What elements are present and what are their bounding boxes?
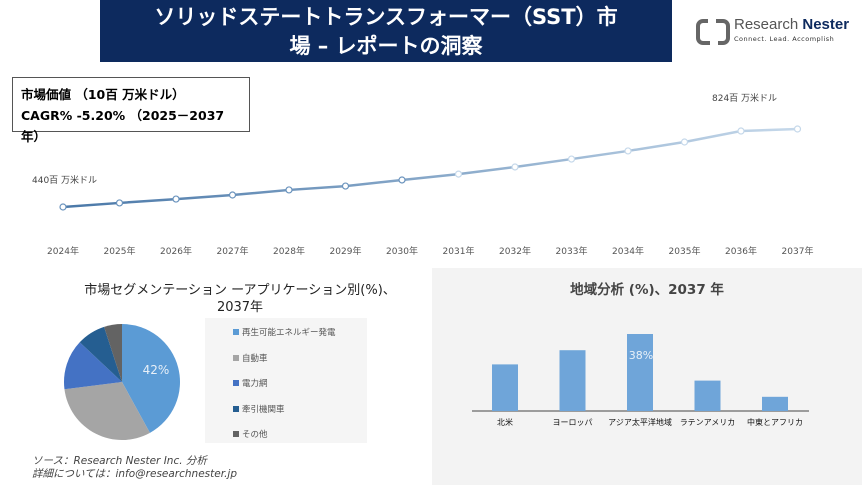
bar-chart: 北米 ヨーロッパ アジア太平洋地域 ラテンアメリカ 中東とアフリカ 38% <box>472 334 809 427</box>
data-point <box>793 125 802 133</box>
data-point <box>172 195 180 203</box>
logo-name-b: Nester <box>802 16 850 33</box>
x-tick-label: 北米 <box>497 417 513 427</box>
x-tick-label: 2036年 <box>725 245 757 257</box>
bar <box>559 350 586 411</box>
pie-data-label: 42% <box>143 363 170 377</box>
data-point <box>341 182 350 190</box>
x-tick-label: 2025年 <box>104 245 136 257</box>
x-tick-label: 2028年 <box>273 245 305 257</box>
x-tick-label: 2037年 <box>782 245 814 257</box>
pie-slice <box>79 326 122 382</box>
legend-label: 再生可能エネルギー発電 <box>242 328 336 338</box>
legend-swatch <box>233 354 239 361</box>
legend-item: その他 <box>233 428 268 440</box>
legend-swatch <box>233 329 239 335</box>
x-tick-label: アジア太平洋地域 <box>608 417 672 427</box>
data-point <box>59 203 67 211</box>
start-annotation: 440百 万米ドル <box>32 176 98 186</box>
pie-title-line-1: 市場セグメンテーション ーアプリケーション別(%)、 <box>84 283 396 298</box>
x-tick-label: ヨーロッパ <box>553 418 593 427</box>
legend-label: 牽引機関車 <box>242 404 285 415</box>
legend-swatch <box>233 380 239 386</box>
data-point <box>115 199 124 207</box>
source-note: ソース：Research Nester Inc. 分析 詳細については：info@… <box>32 455 237 481</box>
regional-panel: 地域分析 (%)、2037 年 北米 ヨーロッパ アジア太平洋地域 ラテンアメリカ 中東… <box>432 268 862 485</box>
bar-data-label: 38% <box>629 349 653 362</box>
legend-label: その他 <box>242 430 268 440</box>
x-tick-label: 2031年 <box>443 245 475 257</box>
legend-label: 自動車 <box>242 353 268 364</box>
x-tick-label: 2032年 <box>499 245 531 257</box>
pie-slice <box>64 342 122 390</box>
contact-text[interactable]: 詳細については：info@researchnester.jp <box>32 468 237 480</box>
x-tick-label: 2033年 <box>556 245 588 257</box>
data-point <box>680 138 689 146</box>
pie-slice <box>64 382 150 440</box>
bar <box>694 380 721 411</box>
legend-swatch <box>233 431 239 437</box>
legend-item: 自動車 <box>233 352 268 364</box>
end-annotation: 824百 万米ドル <box>712 94 778 104</box>
logo-name-a: Research <box>734 16 799 33</box>
x-tick-label: 2034年 <box>612 245 644 257</box>
source-text: ソース：Research Nester Inc. 分析 <box>32 455 207 467</box>
x-tick-label: 2029年 <box>330 245 362 257</box>
legend-item: 電力網 <box>233 377 268 389</box>
research-nester-logo: Research Nester Connect. Lead. Accomplis… <box>696 16 856 50</box>
pie-title-line-2: 2037年 <box>216 300 264 315</box>
data-point <box>737 127 745 135</box>
report-title: ソリッドステートトランスフォーマー（SST）市 場 – レポートの洞察 <box>100 0 672 62</box>
logo-tagline: Connect. Lead. Accomplish <box>734 35 835 43</box>
series-line <box>62 127 798 209</box>
x-tick-label: 2030年 <box>386 245 418 257</box>
legend-swatch <box>233 405 239 412</box>
cagr-label: CAGR% -5.20% （2025－2037年） <box>21 108 225 144</box>
bar <box>627 334 653 411</box>
data-point <box>285 186 293 194</box>
title-line-1: ソリッドステートトランスフォーマー（SST）市 <box>154 5 618 29</box>
pie-slice <box>122 324 180 433</box>
x-tick-label: 中東とアフリカ <box>747 417 803 427</box>
data-point <box>624 147 632 155</box>
data-point <box>567 155 576 163</box>
pie-legend: 再生可能エネルギー発電 自動車電力網牽引機関車その他 <box>205 318 367 443</box>
pie-chart: 42% <box>64 324 180 440</box>
bar <box>762 396 788 411</box>
legend-item: 牽引機関車 <box>233 403 285 415</box>
x-tick-label: ラテンアメリカ <box>680 418 736 427</box>
data-point <box>228 191 237 199</box>
bar <box>492 364 518 411</box>
x-tick-label: 2024年 <box>47 245 79 257</box>
line-chart: 2024年 2025年 2026年 2027年 2028年 2029年 2030年 2031年… <box>47 125 814 257</box>
data-point <box>398 176 406 184</box>
x-tick-label: 2026年 <box>160 245 192 257</box>
legend-item: 再生可能エネルギー発電 <box>233 326 336 338</box>
legend-label: 電力網 <box>242 379 268 389</box>
bar-title: 地域分析 (%)、2037 年 <box>570 282 724 298</box>
market-value-label: 市場価値 （10百 万米ドル） <box>21 87 185 102</box>
data-point <box>511 163 519 171</box>
data-point <box>454 170 463 178</box>
logo-icon <box>696 19 730 45</box>
pie-title: 市場セグメンテーション ーアプリケーション別(%)、 2037年 <box>70 282 410 316</box>
pie-slice <box>104 324 122 382</box>
x-tick-label: 2027年 <box>217 245 249 257</box>
x-tick-label: 2035年 <box>669 245 701 257</box>
market-info-box: 市場価値 （10百 万米ドル） CAGR% -5.20% （2025－2037年… <box>12 77 250 144</box>
title-line-2: 場 – レポートの洞察 <box>289 34 483 58</box>
